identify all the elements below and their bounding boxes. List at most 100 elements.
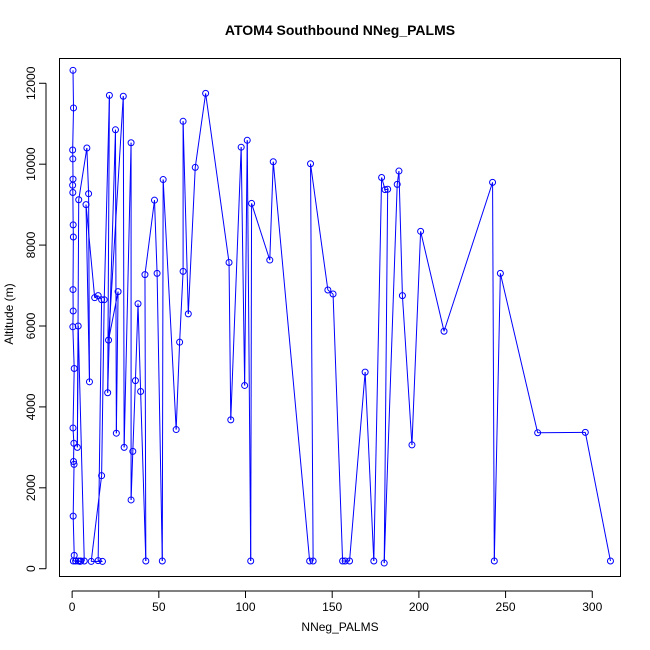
data-point [306, 557, 314, 565]
data-point [159, 176, 167, 184]
series-line-segment [86, 147, 90, 194]
series-line-segment [77, 325, 85, 562]
series-line-segment [269, 161, 274, 261]
series-line-segment [123, 142, 132, 448]
series-line-segment [72, 70, 75, 108]
series-line-segment [108, 96, 124, 341]
data-point [120, 443, 128, 451]
data-point [70, 364, 78, 372]
data-point [490, 557, 498, 565]
series-line-segment [251, 203, 271, 261]
series-line-segment [493, 273, 501, 562]
series-line-segment [72, 368, 75, 428]
data-point [80, 557, 88, 565]
data-point [361, 368, 369, 376]
data-point [127, 496, 135, 504]
data-point [70, 458, 78, 466]
series-line-segment [398, 171, 403, 296]
data-point [69, 155, 77, 163]
series-line-segment [85, 204, 90, 382]
data-point [341, 557, 349, 565]
data-point [339, 557, 347, 565]
data-point [73, 443, 81, 451]
data-point [329, 290, 337, 298]
data-point [380, 559, 388, 567]
data-point [142, 557, 150, 565]
series-line-segment [310, 163, 314, 562]
series-line-segment [272, 161, 311, 562]
data-point [370, 557, 378, 565]
data-point [150, 196, 158, 204]
data-point [105, 336, 113, 344]
data-point [581, 428, 589, 436]
data-point [119, 92, 127, 100]
series-line-segment [144, 200, 155, 275]
series-line-segment [310, 163, 329, 291]
data-point [534, 429, 542, 437]
data-point [69, 221, 77, 229]
series-line-segment [76, 199, 80, 448]
series-line-segment [162, 179, 177, 430]
data-point [381, 186, 389, 194]
data-point [176, 338, 184, 346]
series-line-segment [420, 231, 445, 332]
series-line-segment [373, 177, 383, 562]
data-point [227, 416, 235, 424]
series-line-segment [107, 129, 116, 393]
data-point [179, 117, 187, 125]
plot-frame [59, 58, 621, 577]
data-point [247, 557, 255, 565]
data-point [309, 557, 317, 565]
data-point [87, 557, 95, 565]
series-line-segment [134, 303, 139, 381]
data-point [69, 146, 77, 154]
data-point [70, 104, 78, 112]
series-line-segment [156, 273, 163, 562]
y-tick-label: 6000 [24, 312, 38, 339]
data-point [94, 557, 102, 565]
data-point [69, 188, 77, 196]
data-point [105, 91, 113, 99]
series-line-segment [383, 189, 389, 564]
series-line-segment [114, 129, 117, 434]
data-point [378, 174, 386, 182]
data-point [398, 292, 406, 300]
data-point [324, 286, 332, 294]
data-point [384, 185, 392, 193]
data-point [137, 388, 145, 396]
data-point [127, 139, 135, 147]
x-tick-label: 150 [322, 600, 342, 614]
y-tick-label: 8000 [24, 231, 38, 258]
data-point [70, 460, 78, 468]
data-point [98, 296, 106, 304]
series-line-segment [175, 342, 181, 430]
series-line-segment [364, 372, 375, 562]
data-point [408, 441, 416, 449]
y-axis: 0 2000 4000 6000 8000 10000 12000 [24, 66, 47, 572]
data-point [266, 256, 274, 264]
data-point [134, 300, 142, 308]
data-point [131, 377, 139, 385]
data-point [69, 66, 77, 74]
x-tick-label: 0 [69, 600, 76, 614]
data-point [202, 89, 210, 97]
series-line-segment [411, 231, 422, 445]
series-line-segment [250, 203, 253, 562]
data-point [98, 472, 106, 480]
data-point [69, 557, 77, 565]
data-point [179, 267, 187, 275]
data-point [85, 190, 93, 198]
data-point [114, 288, 122, 296]
data-point [94, 292, 102, 300]
series-line-segment [132, 380, 136, 452]
y-tick-label: 2000 [24, 474, 38, 501]
series-line-segment [85, 204, 96, 298]
data-point [191, 163, 199, 171]
y-axis-label: Altitude (m) [2, 283, 16, 344]
series-line-segment [122, 96, 125, 448]
data-point [237, 143, 245, 151]
series-line-segment [108, 291, 119, 341]
data-point [440, 327, 448, 335]
series-line-segment [182, 121, 189, 314]
